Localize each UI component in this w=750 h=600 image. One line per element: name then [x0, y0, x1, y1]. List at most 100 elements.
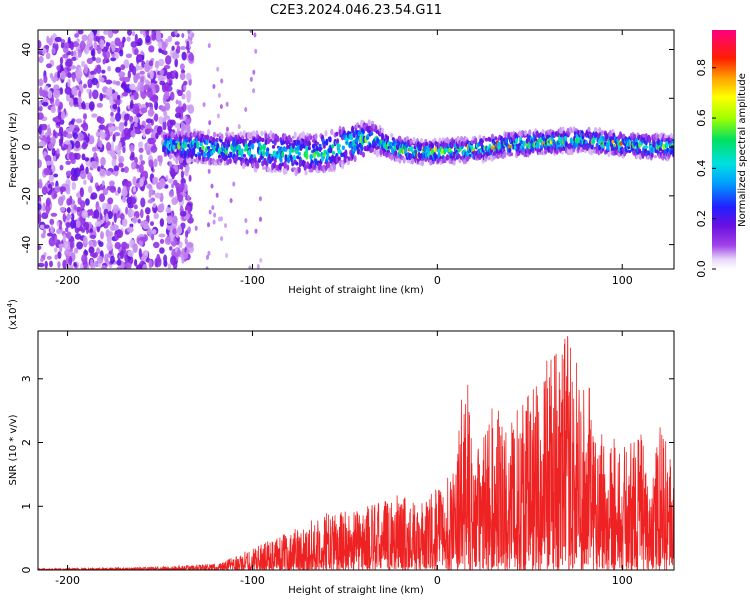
spectrogram-noise-blob: [249, 30, 253, 33]
spectrogram-noise-blob: [71, 181, 77, 191]
spectrogram-ridge-blob: [528, 129, 532, 137]
spectrogram-noise-blob: [185, 205, 191, 211]
spectrogram-ridge-blob: [410, 145, 414, 153]
spectrogram-noise-blob: [81, 142, 88, 150]
spectrogram-noise-blob: [146, 88, 154, 99]
spectrogram-ridge-blob: [658, 147, 663, 152]
spectrogram-noise-blob: [67, 78, 71, 89]
spectrogram-noise-blob: [141, 91, 146, 100]
spectrogram-frame: [37, 29, 675, 270]
spectrogram-ridge-blob: [252, 130, 256, 137]
spectrogram-noise-blob: [164, 236, 172, 245]
spectrogram-noise-blob: [137, 218, 141, 224]
spectrogram-noise-blob: [179, 72, 186, 81]
spectrogram-ridge-blob: [242, 153, 246, 158]
spectrogram-noise-blob: [122, 146, 126, 154]
spectrogram-ridge-blob: [650, 152, 654, 158]
spectrogram-noise-blob: [225, 101, 229, 107]
spectrogram-ylabel: Frequency (Hz): [8, 112, 19, 188]
colorbar-tick-label: 0.6: [695, 109, 708, 127]
spectrogram-ridge-blob: [345, 140, 349, 145]
spectrogram-noise-blob: [91, 113, 98, 118]
spectrogram-noise-blob: [107, 210, 113, 220]
spectrogram-noise-blob: [52, 155, 56, 162]
spectrogram-noise-blob: [167, 263, 171, 269]
spectrogram-noise-blob: [73, 262, 77, 267]
spectrogram-noise-blob: [176, 45, 181, 54]
colorbar-tick-label: 0.8: [695, 59, 708, 77]
spectrogram-noise-blob: [148, 60, 154, 67]
spectrogram-noise-blob: [181, 51, 187, 61]
spectrogram-ridge-blob: [579, 144, 584, 148]
spectrogram-noise-blob: [65, 58, 73, 67]
spectrogram-ridge-blob: [202, 151, 207, 158]
spectrogram-noise-blob: [162, 120, 167, 131]
spectrogram-ridge-blob: [347, 156, 351, 161]
spectrogram-noise-blob: [254, 48, 258, 54]
spectrogram-ridge-blob: [297, 141, 301, 146]
spectrogram-ridge-blob: [302, 160, 306, 165]
spectrogram-ridge-blob: [662, 143, 666, 150]
spectrogram-noise-blob: [175, 99, 179, 105]
spectrogram-ridge-blob: [183, 141, 187, 149]
spectrogram-noise-blob: [98, 241, 104, 248]
spectrogram-noise-blob: [38, 100, 42, 108]
spectrogram-ridge-blob: [402, 157, 406, 164]
spectrogram-ridge-blob: [508, 148, 512, 153]
spectrogram-noise-blob: [153, 241, 160, 249]
spectrogram-noise-blob: [175, 182, 181, 190]
spectrogram-ridge-blob: [328, 136, 332, 143]
spectrogram-noise-blob: [100, 131, 106, 140]
spectrogram-noise-blob: [154, 192, 162, 199]
spectrogram-ridge-blob: [457, 154, 461, 159]
spectrogram-ridge-blob: [216, 133, 220, 137]
spectrogram-noise-blob: [117, 94, 121, 100]
spectrogram-ridge-blob: [642, 133, 646, 138]
spectrogram-ridge-blob: [185, 137, 189, 143]
x-tick-label: 0: [434, 574, 441, 587]
spectrogram-noise-blob: [96, 102, 103, 108]
spectrogram-noise-blob: [83, 64, 88, 74]
spectrogram-noise-blob: [59, 186, 66, 193]
spectrogram-noise-blob: [179, 210, 187, 217]
spectrogram-ridge-blob: [269, 138, 273, 143]
spectrogram-noise-blob: [140, 75, 145, 83]
spectrogram-ridge-blob: [587, 144, 591, 148]
spectrogram-noise-blob: [258, 196, 262, 202]
spectrogram-ridge-blob: [492, 155, 496, 160]
spectrogram-noise-blob: [72, 75, 76, 83]
spectrogram-noise-blob: [177, 89, 183, 97]
spectrogram-ridge-blob: [283, 160, 287, 169]
spectrogram-noise-blob: [127, 30, 132, 36]
spectrogram-noise-blob: [79, 170, 87, 180]
spectrogram-noise-blob: [81, 254, 88, 264]
spectrogram-noise-blob: [68, 142, 72, 150]
spectrogram-ridge-blob: [222, 141, 227, 149]
spectrogram-noise-blob: [73, 127, 80, 132]
spectrogram-noise-blob: [71, 56, 77, 62]
spectrogram-noise-blob: [98, 117, 105, 124]
spectrogram-ridge-blob: [414, 149, 418, 154]
spectrogram-ridge-blob: [219, 158, 223, 163]
spectrogram-noise-blob: [48, 37, 53, 46]
spectrogram-noise-blob: [55, 98, 60, 107]
spectrogram-noise-blob: [161, 41, 167, 51]
spectrogram-ridge-blob: [482, 135, 486, 141]
spectrogram-noise-blob: [183, 252, 188, 260]
spectrogram-ridge-blob: [256, 162, 260, 169]
spectrogram-ridge-blob: [183, 150, 187, 159]
spectrogram-ridge-blob: [316, 152, 321, 158]
spectrogram-noise-blob: [58, 222, 62, 230]
spectrogram-noise-blob: [112, 204, 119, 214]
spectrogram-ridge-blob: [231, 131, 235, 137]
spectrogram-ridge-blob: [600, 130, 604, 136]
spectrogram-noise-blob: [95, 131, 101, 137]
spectrogram-noise-blob: [90, 49, 95, 57]
y-tick-label: -20: [20, 187, 33, 205]
spectrogram-noise-blob: [163, 110, 168, 117]
spectrogram-noise-blob: [65, 256, 70, 266]
spectrogram-noise-blob: [115, 51, 119, 60]
spectrogram-noise-blob: [130, 99, 134, 110]
spectrogram-ridge-blob: [193, 142, 197, 149]
spectrogram-noise-blob: [252, 88, 256, 94]
